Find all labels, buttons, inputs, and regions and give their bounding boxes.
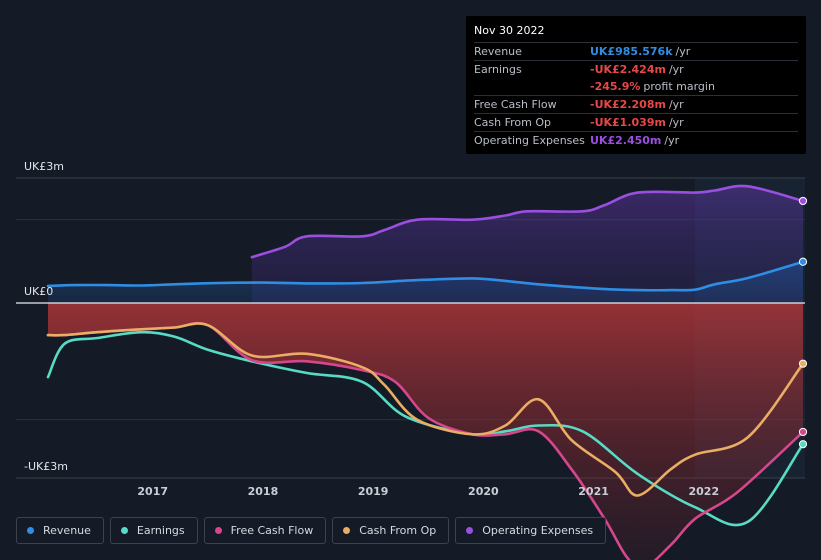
- tooltip-unit: /yr: [668, 63, 684, 76]
- tooltip-row: Operating Expenses UK£2.450m/yr: [474, 131, 798, 149]
- series-line-revenue: [46, 260, 805, 292]
- y-label-zero: UK£0: [24, 285, 54, 298]
- endpoint-operating-expenses: [798, 196, 808, 206]
- area-operating-expenses: [251, 185, 803, 303]
- x-tick-label: 2017: [137, 485, 168, 498]
- area-revenue: [48, 261, 803, 303]
- series-line-operating-expenses: [250, 184, 805, 259]
- legend-dot-icon: [214, 527, 222, 534]
- endpoint-free-cash-flow: [798, 427, 808, 437]
- tooltip-key: Cash From Op: [474, 116, 552, 129]
- legend-label: Earnings: [136, 524, 185, 537]
- legend-dot-icon: [466, 527, 474, 534]
- tooltip-row: Revenue UK£985.576k/yr: [474, 42, 798, 60]
- x-tick-label: 2018: [248, 485, 279, 498]
- tooltip-date: Nov 30 2022: [474, 24, 545, 37]
- tooltip-value: -UK£2.208m/yr: [590, 98, 684, 111]
- legend-item-free-cash-flow[interactable]: Free Cash Flow: [203, 517, 327, 544]
- tooltip-unit: /yr: [668, 98, 684, 111]
- tooltip-unit: /yr: [664, 134, 680, 147]
- y-label-top: UK£3m: [24, 160, 64, 173]
- tooltip-row: -245.9% profit margin: [474, 78, 798, 95]
- legend-label: Revenue: [43, 524, 91, 537]
- endpoint-cash-from-op: [798, 359, 808, 368]
- tooltip-row: Earnings -UK£2.424m/yr: [474, 60, 798, 78]
- tooltip-value: -UK£2.424m/yr: [590, 63, 684, 76]
- legend-label: Cash From Op: [359, 524, 437, 537]
- tooltip-key: Revenue: [474, 45, 522, 58]
- tooltip-value: UK£985.576k/yr: [590, 45, 691, 58]
- tooltip-value: UK£2.450m/yr: [590, 134, 680, 147]
- legend-label: Operating Expenses: [482, 524, 594, 537]
- x-tick-label: 2022: [688, 485, 719, 498]
- legend-item-cash-from-op[interactable]: Cash From Op: [332, 517, 450, 544]
- series-line-earnings: [46, 330, 805, 527]
- tooltip: Nov 30 2022 Revenue UK£985.576k/yr Earning…: [466, 16, 806, 154]
- legend-item-operating-expenses[interactable]: Operating Expenses: [455, 517, 607, 544]
- legend-dot-icon: [120, 527, 128, 534]
- tooltip-value: -UK£1.039m/yr: [590, 116, 684, 129]
- x-tick-label: 2019: [358, 485, 389, 498]
- legend-item-earnings[interactable]: Earnings: [109, 517, 198, 544]
- legend-label: Free Cash Flow: [230, 524, 314, 537]
- tooltip-row: Cash From Op -UK£1.039m/yr: [474, 113, 798, 131]
- tooltip-unit: /yr: [668, 116, 684, 129]
- tooltip-key: Free Cash Flow: [474, 98, 557, 111]
- tooltip-key: Earnings: [474, 63, 522, 76]
- legend-item-revenue[interactable]: Revenue: [16, 517, 104, 544]
- x-tick-label: 2021: [578, 485, 609, 498]
- area-free-cash-flow: [48, 303, 803, 560]
- legend-dot-icon: [27, 527, 34, 534]
- series-line-cash-from-op: [46, 322, 805, 497]
- legend: Revenue Earnings Free Cash Flow Cash From O…: [16, 517, 607, 544]
- tooltip-key: Operating Expenses: [474, 134, 585, 147]
- tooltip-key: [474, 78, 590, 95]
- tooltip-value: -245.9% profit margin: [590, 80, 715, 93]
- endpoint-earnings: [798, 440, 808, 449]
- tooltip-unit: /yr: [675, 45, 691, 58]
- y-label-bottom: -UK£3m: [24, 460, 68, 473]
- tooltip-unit: profit margin: [643, 80, 715, 93]
- endpoint-revenue: [798, 257, 808, 266]
- x-tick-label: 2020: [468, 485, 499, 498]
- legend-dot-icon: [343, 527, 351, 534]
- tooltip-row: Free Cash Flow -UK£2.208m/yr: [474, 95, 798, 113]
